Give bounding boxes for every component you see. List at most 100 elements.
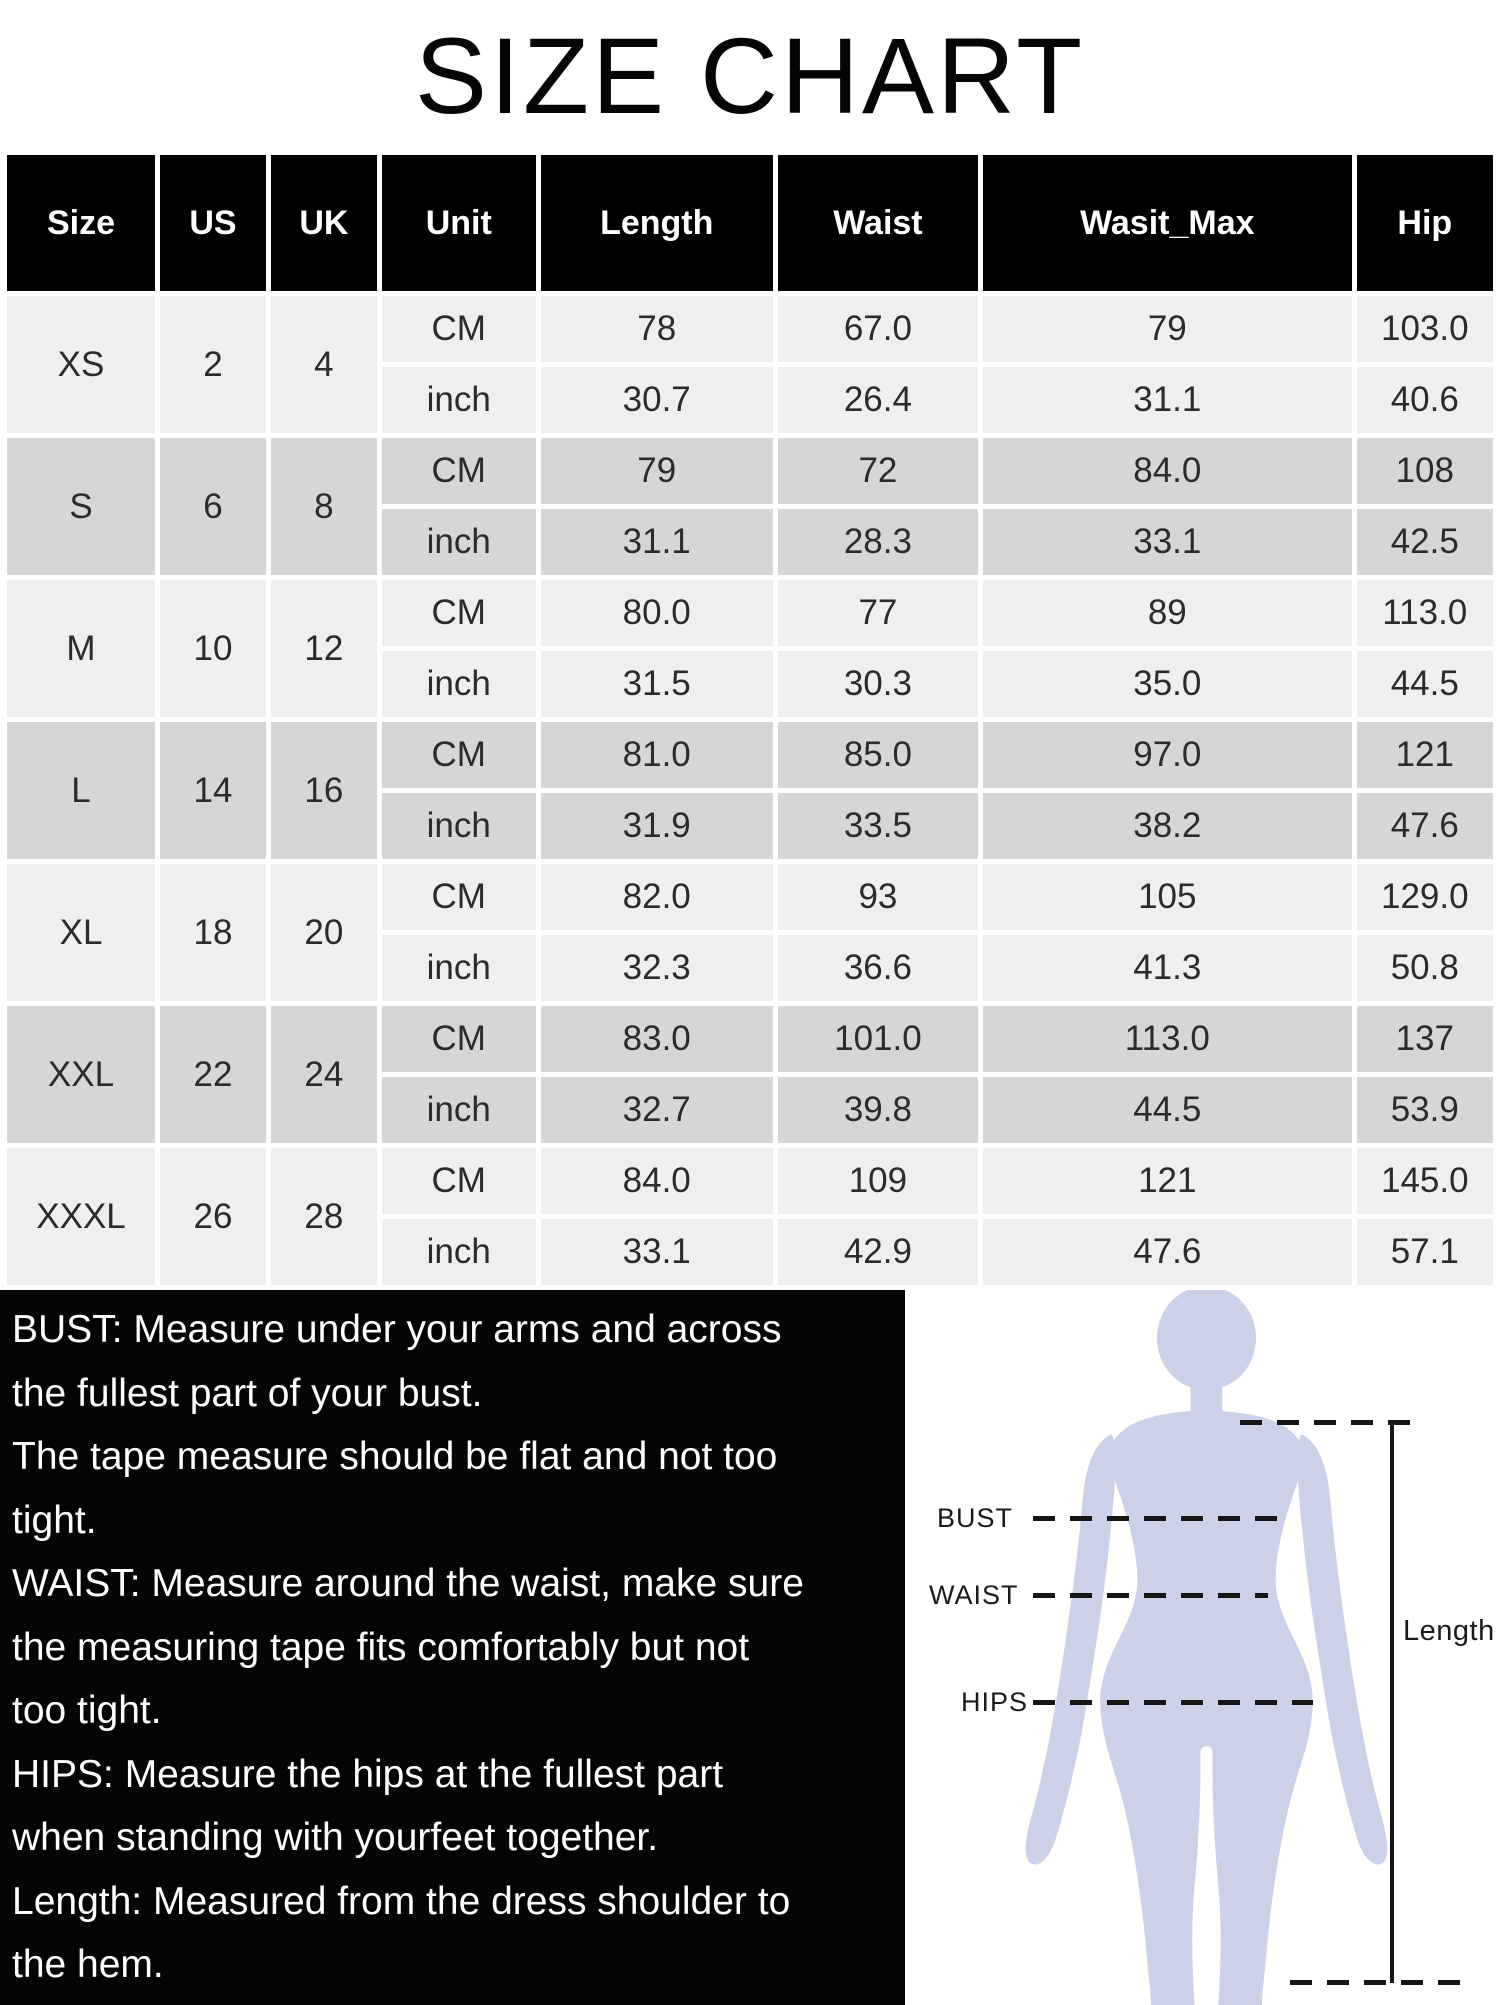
value-cell: 77 bbox=[777, 580, 979, 646]
value-cell: 39.8 bbox=[777, 1077, 979, 1143]
instruction-line: the fullest part of your bust. bbox=[12, 1371, 483, 1415]
bust-dashed-line bbox=[1033, 1516, 1288, 1521]
value-cell: 31.5 bbox=[540, 651, 773, 717]
value-cell: 32.3 bbox=[540, 935, 773, 1001]
length-measure-line bbox=[1390, 1423, 1394, 1983]
unit-cell: CM bbox=[381, 1006, 536, 1072]
value-cell: 33.5 bbox=[777, 793, 979, 859]
value-cell: 145.0 bbox=[1356, 1148, 1493, 1214]
instruction-line: Length: Measured from the dress shoulder… bbox=[12, 1879, 791, 1923]
value-cell: 78 bbox=[540, 296, 773, 362]
us-cell: 22 bbox=[160, 1006, 266, 1143]
unit-cell: inch bbox=[381, 935, 536, 1001]
value-cell: 67.0 bbox=[777, 296, 979, 362]
uk-cell: 20 bbox=[270, 864, 377, 1001]
unit-cell: CM bbox=[381, 864, 536, 930]
uk-cell: 16 bbox=[270, 722, 377, 859]
size-cell: XXL bbox=[7, 1006, 155, 1143]
row-s-inch: inch 31.1 28.3 33.1 42.5 bbox=[7, 509, 1493, 575]
value-cell: 79 bbox=[983, 296, 1352, 362]
value-cell: 31.9 bbox=[540, 793, 773, 859]
row-xl-inch: inch 32.3 36.6 41.3 50.8 bbox=[7, 935, 1493, 1001]
value-cell: 84.0 bbox=[983, 438, 1352, 504]
uk-cell: 4 bbox=[270, 296, 377, 433]
value-cell: 109 bbox=[777, 1148, 979, 1214]
unit-cell: inch bbox=[381, 651, 536, 717]
size-cell: M bbox=[7, 580, 155, 717]
silhouette-head bbox=[1156, 1290, 1257, 1391]
row-l-inch: inch 31.9 33.5 38.2 47.6 bbox=[7, 793, 1493, 859]
waist-label: WAIST bbox=[929, 1580, 1019, 1610]
uk-cell: 28 bbox=[270, 1148, 377, 1285]
us-cell: 26 bbox=[160, 1148, 266, 1285]
row-xxl-inch: inch 32.7 39.8 44.5 53.9 bbox=[7, 1077, 1493, 1143]
value-cell: 108 bbox=[1356, 438, 1493, 504]
value-cell: 129.0 bbox=[1356, 864, 1493, 930]
unit-cell: inch bbox=[381, 509, 536, 575]
value-cell: 72 bbox=[777, 438, 979, 504]
value-cell: 36.6 bbox=[777, 935, 979, 1001]
instruction-line: the hem. bbox=[12, 1943, 164, 1986]
unit-cell: CM bbox=[381, 438, 536, 504]
value-cell: 35.0 bbox=[983, 651, 1352, 717]
value-cell: 53.9 bbox=[1356, 1077, 1493, 1143]
page-title: SIZE CHART bbox=[414, 14, 1086, 136]
unit-cell: CM bbox=[381, 722, 536, 788]
row-xxl-cm: XXL 22 24 CM 83.0 101.0 113.0 137 bbox=[7, 1006, 1493, 1143]
value-cell: 82.0 bbox=[540, 864, 773, 930]
silhouette-left-arm bbox=[1025, 1434, 1116, 1865]
col-header-size: Size bbox=[7, 155, 155, 291]
hem-dashed-line bbox=[1290, 1980, 1475, 1985]
value-cell: 80.0 bbox=[540, 580, 773, 646]
unit-cell: CM bbox=[381, 580, 536, 646]
col-header-waist: Waist bbox=[777, 155, 979, 291]
row-xs-inch: inch 30.7 26.4 31.1 40.6 bbox=[7, 367, 1493, 433]
value-cell: 44.5 bbox=[983, 1077, 1352, 1143]
instruction-line: The tape measure should be flat and not … bbox=[12, 1435, 778, 1478]
value-cell: 28.3 bbox=[777, 509, 979, 575]
value-cell: 89 bbox=[983, 580, 1352, 646]
value-cell: 42.5 bbox=[1356, 509, 1493, 575]
col-header-length: Length bbox=[540, 155, 773, 291]
value-cell: 41.3 bbox=[983, 935, 1352, 1001]
value-cell: 31.1 bbox=[983, 367, 1352, 433]
row-xs-cm: XS 2 4 CM 78 67.0 79 103.0 bbox=[7, 296, 1493, 433]
us-cell: 14 bbox=[160, 722, 266, 859]
uk-cell: 24 bbox=[270, 1006, 377, 1143]
value-cell: 113.0 bbox=[1356, 580, 1493, 646]
hips-dashed-line bbox=[1033, 1700, 1313, 1705]
row-m-inch: inch 31.5 30.3 35.0 44.5 bbox=[7, 651, 1493, 717]
value-cell: 47.6 bbox=[1356, 793, 1493, 859]
value-cell: 103.0 bbox=[1356, 296, 1493, 362]
us-cell: 2 bbox=[160, 296, 266, 433]
col-header-us: US bbox=[160, 155, 266, 291]
size-cell: S bbox=[7, 438, 155, 575]
value-cell: 97.0 bbox=[983, 722, 1352, 788]
shoulder-dashed-line bbox=[1240, 1420, 1420, 1425]
value-cell: 42.9 bbox=[777, 1219, 979, 1285]
us-cell: 10 bbox=[160, 580, 266, 717]
unit-cell: inch bbox=[381, 1219, 536, 1285]
size-cell: XXXL bbox=[7, 1148, 155, 1285]
value-cell: 33.1 bbox=[540, 1219, 773, 1285]
row-xxxl-cm: XXXL 26 28 CM 84.0 109 121 145.0 bbox=[7, 1148, 1493, 1285]
instruction-line: tight. bbox=[12, 1498, 97, 1542]
value-cell: 93 bbox=[777, 864, 979, 930]
col-header-hip: Hip bbox=[1356, 155, 1493, 291]
value-cell: 50.8 bbox=[1356, 935, 1493, 1001]
size-cell: L bbox=[7, 722, 155, 859]
measurement-instructions-panel: BUST: Measure under your arms and across… bbox=[0, 1290, 905, 2005]
us-cell: 18 bbox=[160, 864, 266, 1001]
uk-cell: 8 bbox=[270, 438, 377, 575]
size-cell: XS bbox=[7, 296, 155, 433]
row-l-cm: L 14 16 CM 81.0 85.0 97.0 121 bbox=[7, 722, 1493, 859]
value-cell: 137 bbox=[1356, 1006, 1493, 1072]
value-cell: 47.6 bbox=[983, 1219, 1352, 1285]
value-cell: 38.2 bbox=[983, 793, 1352, 859]
instruction-line: HIPS: Measure the hips at the fullest pa… bbox=[12, 1752, 724, 1796]
instruction-line: too tight. bbox=[12, 1689, 162, 1732]
value-cell: 30.3 bbox=[777, 651, 979, 717]
value-cell: 31.1 bbox=[540, 509, 773, 575]
size-cell: XL bbox=[7, 864, 155, 1001]
value-cell: 26.4 bbox=[777, 367, 979, 433]
